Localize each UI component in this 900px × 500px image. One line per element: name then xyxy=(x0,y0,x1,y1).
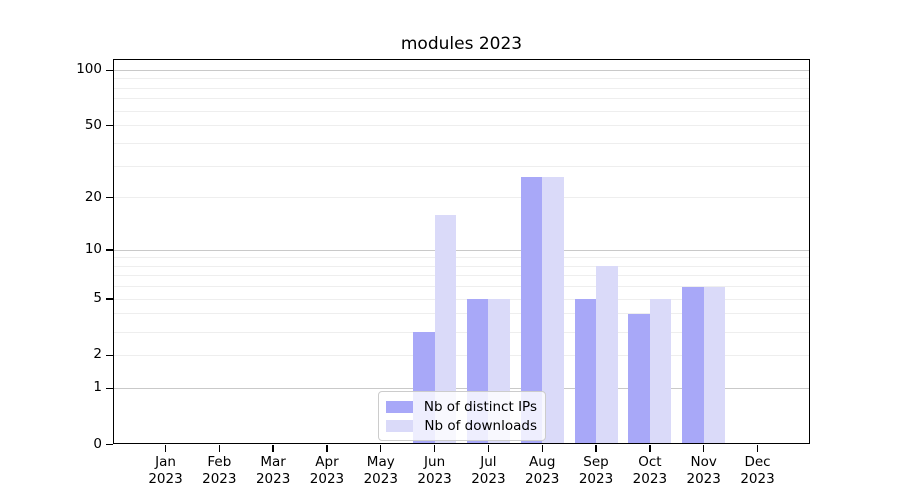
bar-downloads-aug-2023 xyxy=(542,177,564,445)
gridline-y-2 xyxy=(113,354,810,356)
gridline-y-60 xyxy=(113,110,810,112)
gridline-y-50 xyxy=(113,125,810,127)
chart-title: modules 2023 xyxy=(400,34,523,54)
x-tick-label-7: Aug 2023 xyxy=(525,453,560,487)
gridline-y-10 xyxy=(113,249,810,251)
bar-ips-nov-2023 xyxy=(682,286,704,445)
gridline-y-40 xyxy=(113,142,810,144)
y-tick-mark-20 xyxy=(106,196,113,199)
y-tick-mark-10 xyxy=(106,249,113,251)
x-tick-mark-11 xyxy=(756,444,759,452)
x-tick-label-9: Oct 2023 xyxy=(632,453,668,487)
y-tick-label-2: 2 xyxy=(93,346,102,363)
x-tick-mark-10 xyxy=(702,444,705,452)
legend-label: Nb of distinct IPs xyxy=(423,398,537,415)
x-tick-label-2: Mar 2023 xyxy=(255,453,291,487)
x-tick-mark-3 xyxy=(326,444,328,452)
gridline-y-4 xyxy=(113,313,810,315)
x-tick-label-6: Jul 2023 xyxy=(471,453,506,487)
x-tick-label-1: Feb 2023 xyxy=(202,453,237,487)
x-tick-label-3: Apr 2023 xyxy=(309,453,345,487)
x-tick-label-0: Jan 2023 xyxy=(148,453,183,487)
legend-swatch-icon xyxy=(386,419,413,432)
x-tick-label-10: Nov 2023 xyxy=(686,453,721,487)
plot-area xyxy=(113,59,810,445)
x-tick-mark-4 xyxy=(380,444,382,452)
gridline-y-9 xyxy=(113,257,810,259)
y-tick-label-100: 100 xyxy=(76,61,102,78)
x-tick-label-11: Dec 2023 xyxy=(740,453,775,487)
gridline-y-7 xyxy=(113,275,810,277)
bar-downloads-jun-2023 xyxy=(434,214,457,445)
gridline-y-20 xyxy=(113,197,810,199)
gridline-y-100 xyxy=(113,69,810,71)
bar-downloads-sep-2023 xyxy=(596,266,618,445)
gridline-y-80 xyxy=(113,87,810,89)
bar-downloads-nov-2023 xyxy=(703,286,726,445)
bar-ips-oct-2023 xyxy=(628,313,650,445)
gridline-y-30 xyxy=(113,165,810,167)
y-tick-mark-2 xyxy=(106,354,113,357)
gridline-y-8 xyxy=(113,265,810,267)
y-tick-mark-1 xyxy=(106,387,113,389)
y-tick-mark-0 xyxy=(106,443,113,446)
x-tick-mark-6 xyxy=(487,444,490,452)
x-tick-mark-9 xyxy=(649,444,651,452)
y-tick-label-1: 1 xyxy=(93,379,102,396)
x-tick-mark-7 xyxy=(541,444,543,452)
bar-downloads-oct-2023 xyxy=(649,299,672,445)
x-tick-mark-8 xyxy=(595,444,597,452)
bar-ips-aug-2023 xyxy=(520,177,543,445)
y-tick-label-20: 20 xyxy=(84,188,102,205)
legend-row-1: Nb of downloads xyxy=(386,416,537,435)
y-tick-label-0: 0 xyxy=(93,435,102,452)
x-tick-label-8: Sep 2023 xyxy=(578,453,614,487)
gridline-y-1 xyxy=(113,387,810,389)
legend-label: Nb of downloads xyxy=(424,417,537,434)
gridline-y-70 xyxy=(113,98,810,100)
gridline-y-6 xyxy=(113,286,810,288)
gridline-y-90 xyxy=(113,78,810,80)
gridline-y-3 xyxy=(113,331,810,333)
legend-row-0: Nb of distinct IPs xyxy=(386,397,537,416)
x-tick-mark-5 xyxy=(433,444,436,452)
y-tick-mark-100 xyxy=(106,69,113,71)
x-tick-label-4: May 2023 xyxy=(363,453,398,487)
x-tick-mark-0 xyxy=(164,444,167,452)
legend-swatch-icon xyxy=(386,400,413,413)
x-tick-mark-2 xyxy=(272,444,274,452)
y-tick-label-10: 10 xyxy=(84,241,102,258)
bar-ips-sep-2023 xyxy=(574,299,597,445)
legend: Nb of distinct IPs Nb of downloads xyxy=(378,391,546,441)
y-tick-mark-50 xyxy=(106,124,113,127)
gridline-y-5 xyxy=(113,298,810,300)
x-tick-mark-1 xyxy=(218,444,220,452)
x-tick-label-5: Jun 2023 xyxy=(417,453,452,487)
y-tick-mark-5 xyxy=(106,298,113,300)
y-tick-label-50: 50 xyxy=(84,116,102,133)
y-tick-label-5: 5 xyxy=(93,290,102,307)
